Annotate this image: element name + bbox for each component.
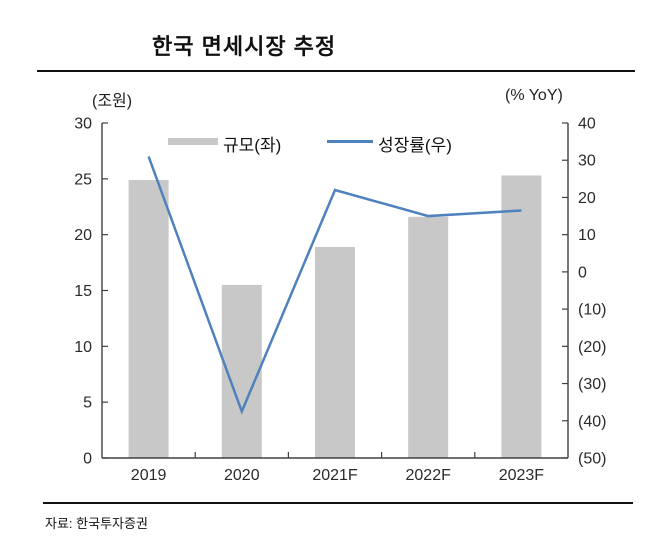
left-axis-unit-label: (조원) xyxy=(92,93,133,110)
left-tick-label-25: 25 xyxy=(74,171,92,188)
bottom-divider-line xyxy=(43,502,633,504)
source-note: 자료: 한국투자증권 xyxy=(45,516,148,531)
right-tick-label--10: (10) xyxy=(578,302,606,319)
right-tick-label--50: (50) xyxy=(578,451,606,468)
bar-2023F xyxy=(501,175,542,458)
left-tick-label-10: 10 xyxy=(74,339,92,356)
left-tick-label-15: 15 xyxy=(74,283,92,300)
right-tick-label-0: 0 xyxy=(578,264,587,281)
right-tick-label-30: 30 xyxy=(578,153,596,170)
chart-title: 한국 면세시장 추정 xyxy=(152,34,337,59)
x-tick-label-2019: 2019 xyxy=(131,467,167,484)
left-tick-label-5: 5 xyxy=(83,395,92,412)
right-tick-label--30: (30) xyxy=(578,376,606,393)
right-tick-label-20: 20 xyxy=(578,190,596,207)
growth-line xyxy=(147,156,522,415)
right-tick-label--20: (20) xyxy=(578,339,606,356)
top-divider-line xyxy=(37,70,635,72)
bar-2022F xyxy=(408,216,449,458)
bar-2021F xyxy=(315,246,355,458)
x-tick-label-2020: 2020 xyxy=(224,467,260,484)
x-tick-label-2023F: 2023F xyxy=(499,467,545,484)
left-tick-label-30: 30 xyxy=(74,116,92,133)
right-tick-label-40: 40 xyxy=(578,116,596,133)
legend-bar-swatch xyxy=(168,138,218,145)
right-axis-unit-label: (% YoY) xyxy=(505,87,563,104)
x-tick-label-2022F: 2022F xyxy=(406,467,452,484)
right-tick-label--40: (40) xyxy=(578,413,606,430)
left-tick-label-0: 0 xyxy=(83,451,92,468)
legend-line-label: 성장률(우) xyxy=(378,136,452,155)
legend-bar-label: 규모(좌) xyxy=(223,136,282,155)
bar-2019 xyxy=(128,179,169,458)
legend-line-swatch xyxy=(327,140,373,143)
x-tick-label-2021F: 2021F xyxy=(312,467,358,484)
right-tick-label-10: 10 xyxy=(578,227,596,244)
left-tick-label-20: 20 xyxy=(74,227,92,244)
